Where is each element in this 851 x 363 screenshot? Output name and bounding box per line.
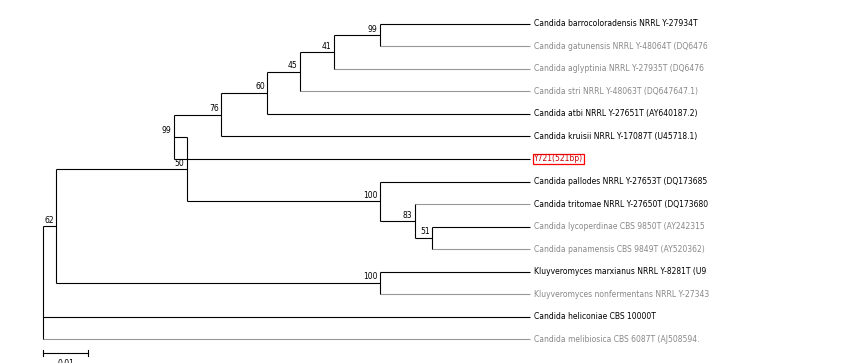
Text: Kluyveromyces nonfermentans NRRL Y-27343: Kluyveromyces nonfermentans NRRL Y-27343 (534, 290, 710, 299)
Text: Kluyveromyces marxianus NRRL Y-8281T (U9: Kluyveromyces marxianus NRRL Y-8281T (U9 (534, 267, 706, 276)
Text: 99: 99 (161, 126, 171, 135)
Text: 100: 100 (363, 191, 378, 200)
Text: Candida panamensis CBS 9849T (AY520362): Candida panamensis CBS 9849T (AY520362) (534, 245, 705, 253)
Text: 76: 76 (209, 104, 219, 113)
Text: Candida aglyptinia NRRL Y-27935T (DQ6476: Candida aglyptinia NRRL Y-27935T (DQ6476 (534, 64, 704, 73)
Text: 51: 51 (420, 228, 430, 236)
Text: 41: 41 (322, 42, 332, 51)
Text: Candida melibiosica CBS 6087T (AJ508594.: Candida melibiosica CBS 6087T (AJ508594. (534, 335, 700, 344)
Text: 99: 99 (368, 25, 378, 34)
Text: Candida heliconiae CBS 10000T: Candida heliconiae CBS 10000T (534, 312, 656, 321)
Text: Candida lycoperdinae CBS 9850T (AY242315: Candida lycoperdinae CBS 9850T (AY242315 (534, 222, 705, 231)
Text: Candida pallodes NRRL Y-27653T (DQ173685: Candida pallodes NRRL Y-27653T (DQ173685 (534, 177, 707, 186)
Text: Candida tritomae NRRL Y-27650T (DQ173680: Candida tritomae NRRL Y-27650T (DQ173680 (534, 200, 708, 208)
Text: 62: 62 (44, 216, 54, 225)
Text: 100: 100 (363, 273, 378, 281)
Text: 50: 50 (174, 159, 184, 168)
Text: 60: 60 (255, 82, 265, 91)
Text: Candida barrocoloradensis NRRL Y-27934T: Candida barrocoloradensis NRRL Y-27934T (534, 19, 698, 28)
Text: 83: 83 (403, 211, 413, 220)
Text: 45: 45 (288, 61, 298, 70)
Text: Candida atbi NRRL Y-27651T (AY640187.2): Candida atbi NRRL Y-27651T (AY640187.2) (534, 110, 698, 118)
Text: Y721(521bp): Y721(521bp) (534, 155, 583, 163)
Text: Candida kruisii NRRL Y-17087T (U45718.1): Candida kruisii NRRL Y-17087T (U45718.1) (534, 132, 697, 141)
Text: Candida gatunensis NRRL Y-48064T (DQ6476: Candida gatunensis NRRL Y-48064T (DQ6476 (534, 42, 708, 51)
Text: 0.01: 0.01 (57, 359, 74, 363)
Text: Candida stri NRRL Y-48063T (DQ647647.1): Candida stri NRRL Y-48063T (DQ647647.1) (534, 87, 698, 96)
